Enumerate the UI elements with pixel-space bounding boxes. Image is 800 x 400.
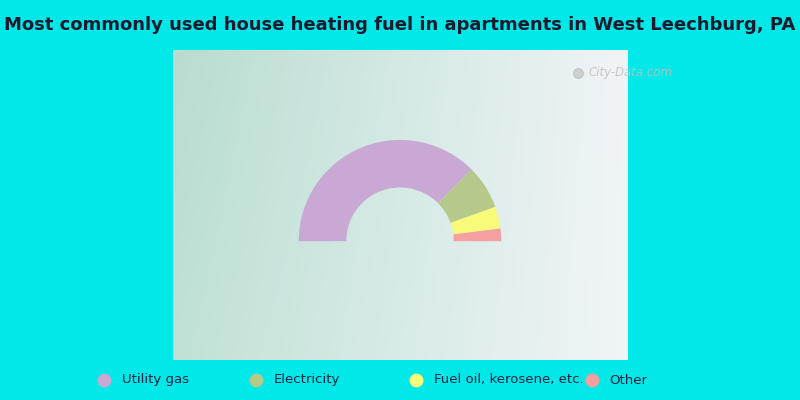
Wedge shape <box>298 140 472 241</box>
Text: Fuel oil, kerosene, etc.: Fuel oil, kerosene, etc. <box>434 374 583 386</box>
Wedge shape <box>450 207 501 234</box>
Text: Utility gas: Utility gas <box>122 374 189 386</box>
Text: Most commonly used house heating fuel in apartments in West Leechburg, PA: Most commonly used house heating fuel in… <box>4 16 796 34</box>
Text: Electricity: Electricity <box>274 374 340 386</box>
Text: City-Data.com: City-Data.com <box>588 66 672 79</box>
Text: Other: Other <box>610 374 648 386</box>
Wedge shape <box>438 170 495 223</box>
Wedge shape <box>454 228 502 241</box>
